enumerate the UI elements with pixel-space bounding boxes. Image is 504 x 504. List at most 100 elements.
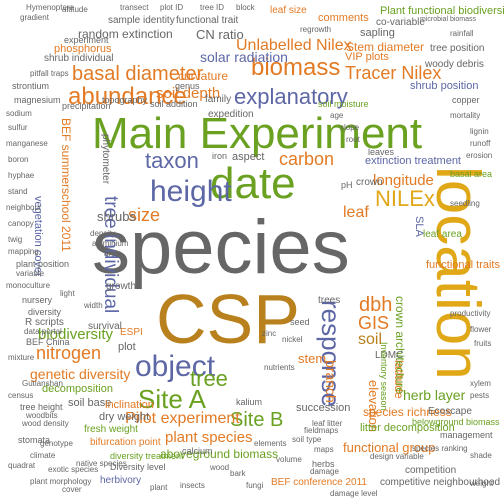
word-hyphae: hyphae (8, 171, 35, 180)
word-shrub-position: shrub position (410, 80, 479, 92)
word-experiment: experiment (64, 35, 109, 45)
word-bef-summerschool: BEF summerschool 2011 (59, 118, 73, 252)
word-gis: GIS (358, 313, 390, 333)
word-stomata: stomata (18, 435, 51, 445)
word-woody-debris: woody debris (425, 59, 484, 70)
word-basal-area: basal area (450, 169, 493, 179)
word-species-richness: species richness (363, 405, 452, 419)
word-area: area (104, 249, 121, 258)
word-leaf: leaf (343, 204, 369, 221)
word-fresh-weight: fresh weight (84, 424, 138, 435)
word-block: block (236, 3, 255, 12)
word-weight: weight (470, 479, 494, 488)
word-biomass: biomass (251, 54, 341, 81)
word-phosphorus: phosphorus (54, 43, 112, 55)
word-carbon: carbon (279, 149, 335, 169)
word-bifurcation-point: bifurcation point (90, 437, 161, 448)
word-woodbits: woodbits (26, 411, 58, 420)
word-native-species: native species (76, 459, 127, 468)
word-climate: climate (30, 451, 56, 460)
word-insects: insects (180, 481, 205, 490)
word-soil-depth: soil depth (156, 85, 221, 102)
word-zinc: zinc (262, 329, 277, 338)
word-calcium: calcium (182, 446, 213, 456)
word-aspect: aspect (232, 151, 265, 163)
word-wood-density: wood density (22, 419, 69, 428)
word-exotic-species: exotic species (48, 465, 99, 474)
word-pilot-experiment: Pilot experiment (125, 410, 240, 427)
word-explanatory: explanatory (234, 84, 348, 109)
word-dbh: dbh (359, 294, 393, 316)
word-belowground-biomass: belowground biomass (412, 417, 500, 427)
word-succession: succession (296, 402, 351, 414)
word-curvature: curvature (178, 69, 229, 83)
word-fieldmaps: fieldmaps (304, 426, 339, 435)
word-ldmc: LDMC (375, 350, 404, 361)
word-flower: flower (470, 325, 492, 334)
word-management: management (440, 430, 493, 440)
word-manganese: manganese (6, 139, 48, 148)
word-diversity-level: Diversity level (110, 462, 166, 472)
word-variable: variable (16, 269, 45, 278)
word-soil-base: soil base (68, 397, 112, 409)
word-genus: genus (175, 81, 200, 91)
word-nilex: NILEx (375, 186, 435, 211)
word-family: family (205, 94, 232, 105)
word-census: census (8, 391, 34, 400)
word-decomposition: decomposition (42, 383, 113, 395)
word-crown-architecture: crown architecture (393, 296, 407, 395)
word-sodium: sodium (6, 109, 32, 118)
word-shrubs: shrubs (97, 209, 137, 224)
word-strontium: strontium (12, 81, 50, 91)
word-fruits: fruits (474, 339, 492, 348)
word-expedition: expedition (208, 109, 254, 120)
word-competitive-neighbourhood: competitive neighbourhood (380, 477, 501, 488)
word-maps: maps (314, 445, 334, 454)
word-regrowth: regrowth (300, 25, 332, 34)
word-extinction-treatment: extinction treatment (365, 155, 461, 167)
word-cover: cover (62, 485, 82, 494)
word-csp: CSP (156, 280, 300, 358)
word-plot: plot (118, 341, 136, 353)
word-herb-layer: herb layer (403, 387, 466, 403)
word-seedling: seedling (450, 199, 480, 208)
word-sapling: sapling (360, 27, 395, 39)
word-canopy: canopy (8, 219, 34, 228)
word-height: height (150, 175, 232, 208)
word-leaf-size: leaf size (270, 5, 307, 16)
word-competition: competition (405, 465, 457, 476)
word-volume: volume (276, 455, 302, 464)
word-shrub-individual: shrub individual (44, 53, 114, 64)
word-aboveground-biomass: aboveground biomass (160, 447, 279, 461)
word-stem-diameter: Stem diameter (346, 40, 425, 54)
word-diversity-treatment: diversity treatment (110, 451, 184, 461)
word-topography: topography (102, 95, 148, 105)
word-neighbour: neighbour (6, 203, 42, 212)
word-r-scripts: R scripts (25, 317, 64, 328)
word-bef-china: BEF China (26, 337, 70, 347)
word-nutrients: nutrients (264, 363, 295, 372)
word-growth: growth (106, 281, 137, 292)
word-site-b: Site B (230, 409, 284, 431)
word-gradient: gradient (20, 13, 49, 22)
word-soil-type: soil type (292, 435, 322, 444)
word-taxon: taxon (145, 148, 199, 173)
word-plant-functional-biodiversity: Plant functional biodiversity (380, 5, 504, 17)
word-wood: wood (210, 463, 230, 472)
word-dry-weight: dry weight (99, 411, 150, 423)
word-size: size (128, 205, 161, 225)
word-branch: branch (323, 360, 339, 403)
word-functional-group: functional group (343, 440, 436, 455)
word-diversity: diversity (28, 307, 62, 317)
word-mapping: mapping (8, 247, 39, 256)
word-date: date (210, 159, 296, 208)
word-damage: damage (310, 467, 339, 476)
word-quadrat: quadrat (8, 461, 36, 470)
word-plant-morphology: plant morphology (30, 477, 92, 486)
word-soil: soil (358, 331, 383, 348)
word-hymenoptera: Hymenoptera (26, 3, 75, 12)
word-mortality: mortality (450, 111, 481, 120)
word-genotype: genotype (40, 439, 73, 448)
word-plant-species: plant species (165, 429, 253, 446)
